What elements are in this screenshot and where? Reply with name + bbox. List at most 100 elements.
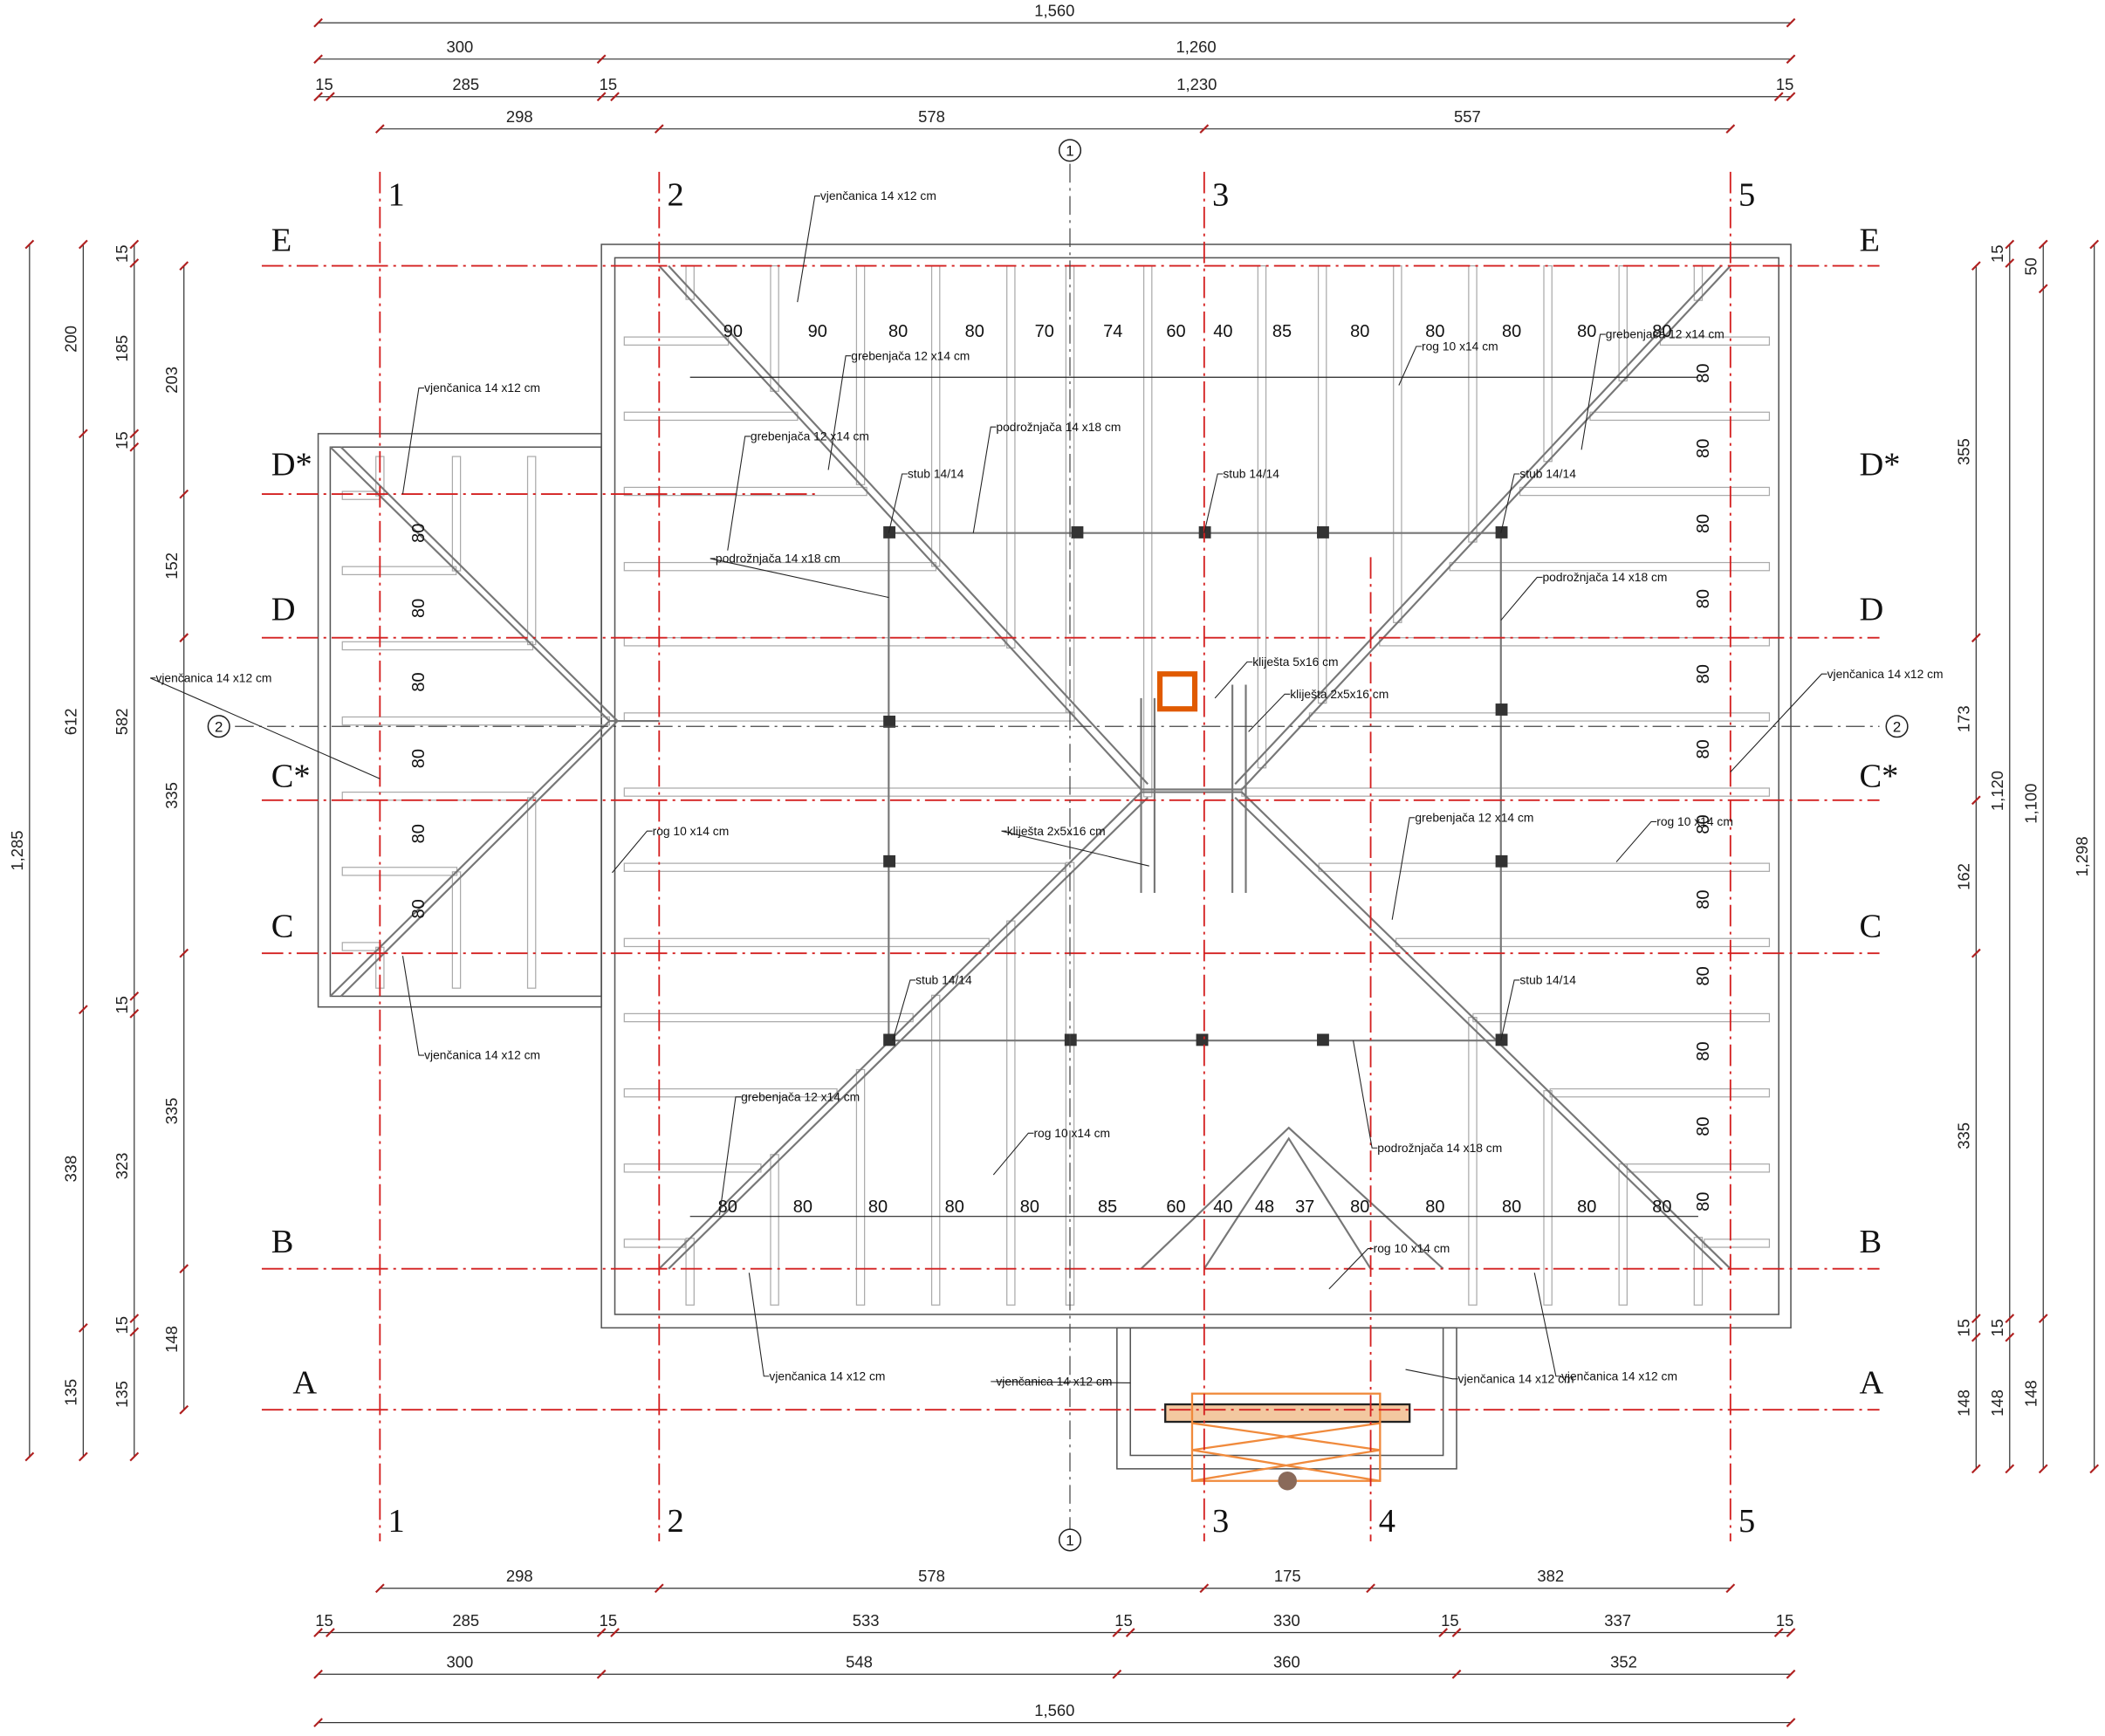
dim-label: 135 — [62, 1379, 80, 1406]
leader-line — [1001, 830, 1149, 867]
spacing-label: 80 — [718, 1197, 737, 1217]
annotation: stub 14/14 — [1519, 973, 1576, 987]
spacing-label: 80 — [1694, 514, 1713, 533]
dim-label: 135 — [113, 1381, 131, 1408]
dim-tick — [1125, 1628, 1135, 1637]
axis-label: 5 — [1738, 1503, 1755, 1540]
annotation: vjenčanica 14 x12 cm — [424, 381, 540, 395]
dim-label: 148 — [2022, 1380, 2040, 1407]
dim-label: 323 — [113, 1153, 131, 1180]
leader-line — [1398, 346, 1423, 386]
dim-tick — [596, 1669, 607, 1679]
axis-label: D* — [1859, 447, 1900, 484]
dim-tick — [313, 1669, 323, 1679]
dim-tick — [2089, 239, 2100, 250]
dim-tick — [78, 429, 88, 439]
leader-line — [710, 558, 889, 599]
spacing-label: 40 — [1213, 322, 1232, 341]
dim-tick — [179, 261, 189, 271]
leader-line — [992, 1132, 1034, 1176]
annotation: stub 14/14 — [915, 973, 972, 987]
dim-tick — [1366, 1583, 1375, 1594]
labels: 1 2 3 5 1 2 3 4 5 E E D* D* D D C* C* C C B B A A 1 1 2 2 1,560 300 1… — [8, 1, 2100, 1727]
axis-label: D* — [271, 447, 312, 484]
dim-label: 15 — [315, 75, 333, 93]
dim-tick — [1786, 1669, 1796, 1679]
dim-tick — [1971, 1332, 1981, 1342]
dim-tick — [1112, 1669, 1122, 1679]
dim-tick — [179, 948, 189, 958]
axis-label: 4 — [1379, 1503, 1395, 1540]
annotation: podrožnjača 14 x18 cm — [1542, 570, 1667, 584]
dim-tick — [1786, 92, 1796, 102]
spacing-label: 80 — [409, 672, 429, 691]
leader-line — [827, 355, 852, 470]
annotation: stub 14/14 — [1223, 467, 1279, 481]
spacing-label: 80 — [1502, 322, 1521, 341]
annotation: vjenčanica 14 x12 cm — [769, 1369, 885, 1383]
axis-label: E — [271, 223, 291, 259]
annotation: vjenčanica 14 x12 cm — [820, 189, 936, 202]
spacing-label: 80 — [1694, 1041, 1713, 1060]
dim-tick — [2089, 1464, 2100, 1474]
dim-label: 175 — [1274, 1567, 1301, 1585]
dim-tick — [1773, 1628, 1784, 1637]
annotation: podrožnjača 14 x18 cm — [716, 552, 840, 566]
section-mark — [1058, 1528, 1082, 1552]
dim-label: 15 — [1988, 244, 2006, 263]
axis-label: 1 — [388, 176, 405, 213]
spacing-label: 40 — [1213, 1197, 1232, 1217]
dim-label: 1,285 — [8, 830, 26, 870]
leader-line — [1203, 473, 1224, 533]
dim-label: 15 — [1114, 1611, 1133, 1630]
dim-tick — [1725, 1583, 1736, 1594]
dim-label: 15 — [113, 244, 131, 263]
dim-label: 352 — [1610, 1653, 1637, 1671]
dim-tick — [610, 1628, 620, 1637]
annotation: kliješta 5x16 cm — [1252, 655, 1338, 669]
annotation: grebenjača 12 x14 cm — [1606, 327, 1724, 341]
dim-label: 1,560 — [1034, 1701, 1074, 1719]
dim-label: 15 — [113, 1316, 131, 1335]
dim-label: 185 — [113, 335, 131, 362]
spacing-label: 80 — [409, 749, 429, 768]
dim-label: 148 — [1955, 1389, 1973, 1417]
dim-label: 330 — [1273, 1611, 1300, 1630]
dim-label: 557 — [1454, 107, 1481, 126]
dim-label: 1,560 — [1034, 1, 1074, 19]
dim-tick — [1971, 1464, 1981, 1474]
dim-tick — [326, 1628, 335, 1637]
axis-label: A — [1859, 1365, 1883, 1402]
spacing-label: 80 — [1694, 1192, 1713, 1211]
dim-tick — [179, 1264, 189, 1274]
grid-lines — [235, 163, 1880, 1541]
spacing-label: 80 — [888, 322, 908, 341]
dim-label: 15 — [1776, 75, 1794, 93]
dim-label: 298 — [506, 107, 533, 126]
leader-line — [718, 1096, 742, 1216]
building-outline — [317, 244, 1792, 1470]
spacing-label: 90 — [808, 322, 827, 341]
dim-label: 355 — [1955, 438, 1973, 465]
section-mark-label: 2 — [1893, 718, 1901, 735]
hips — [329, 264, 1731, 1270]
dim-tick — [2038, 1314, 2048, 1323]
spacing-label: 60 — [1166, 1197, 1185, 1217]
axis-label: 2 — [668, 176, 684, 213]
axis-label: 2 — [668, 1503, 684, 1540]
dim-label: 300 — [446, 38, 473, 56]
section-mark-label: 1 — [1066, 1533, 1073, 1549]
dim-label: 578 — [918, 107, 945, 126]
spacing-label: 74 — [1103, 322, 1122, 341]
dim-tick — [1786, 1628, 1796, 1637]
spacing-label: 80 — [1350, 322, 1369, 341]
spacing-label: 80 — [945, 1197, 964, 1217]
dim-tick — [2038, 239, 2048, 250]
annotation: grebenjača 12 x14 cm — [1415, 810, 1533, 824]
dim-tick — [596, 54, 607, 65]
dim-tick — [1451, 1669, 1462, 1679]
dim-tick — [78, 1005, 88, 1015]
dim-tick — [596, 1628, 607, 1637]
